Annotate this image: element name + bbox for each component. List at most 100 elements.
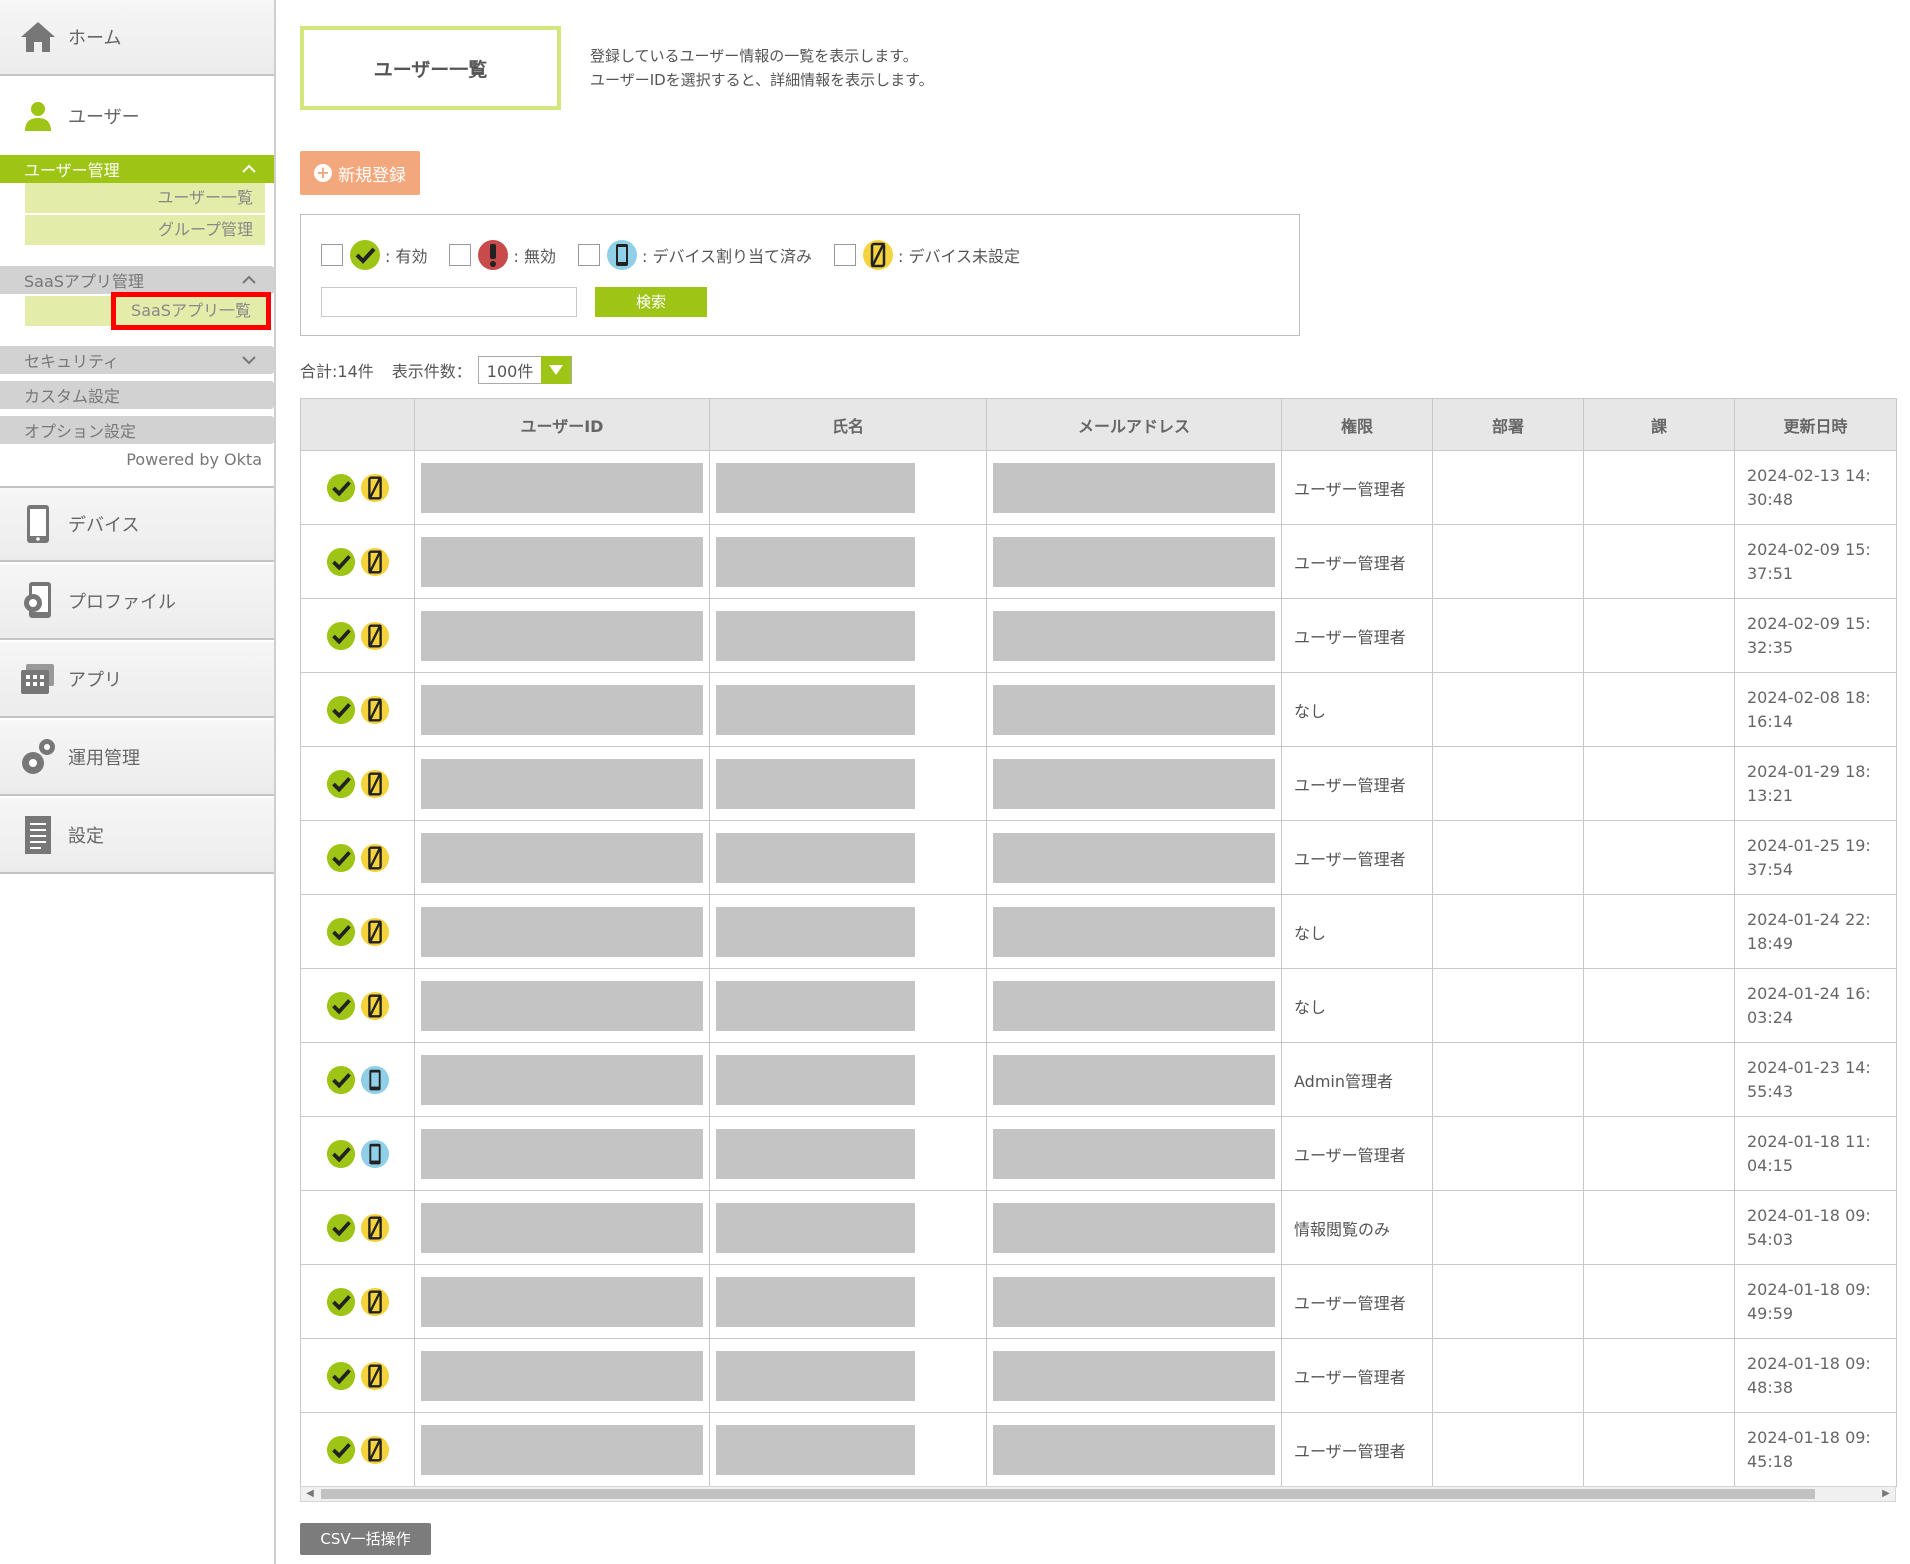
updated-at-cell: 2024-02-13 14: 30:48 bbox=[1734, 450, 1897, 525]
scroll-right-icon[interactable]: ▶ bbox=[1882, 1488, 1890, 1499]
table-row[interactable]: なし 2024-01-24 22: 18:49 bbox=[300, 894, 1897, 969]
table-row[interactable]: なし 2024-01-24 16: 03:24 bbox=[300, 968, 1897, 1043]
user-id-cell[interactable] bbox=[414, 1116, 710, 1191]
user-id-cell[interactable] bbox=[414, 450, 710, 525]
user-id-cell[interactable] bbox=[414, 524, 710, 599]
table-row[interactable]: ユーザー管理者 2024-01-18 09: 48:38 bbox=[300, 1338, 1897, 1413]
nav-operation[interactable]: 運用管理 bbox=[0, 720, 274, 796]
redacted-user-id[interactable] bbox=[421, 832, 703, 883]
table-row[interactable]: ユーザー管理者 2024-01-29 18: 13:21 bbox=[300, 746, 1897, 821]
redacted-user-id[interactable] bbox=[421, 758, 703, 809]
table-row[interactable]: ユーザー管理者 2024-01-25 19: 37:54 bbox=[300, 820, 1897, 895]
user-id-cell[interactable] bbox=[414, 1412, 710, 1487]
filter-active-checkbox[interactable] bbox=[321, 244, 343, 266]
user-id-cell[interactable] bbox=[414, 894, 710, 969]
group-option-settings[interactable]: オプション設定 bbox=[0, 416, 274, 444]
user-id-cell[interactable] bbox=[414, 1264, 710, 1339]
role-cell: 情報閲覧のみ bbox=[1281, 1190, 1433, 1265]
user-id-cell[interactable] bbox=[414, 968, 710, 1043]
redacted-user-id[interactable] bbox=[421, 1276, 703, 1327]
group-custom-settings[interactable]: カスタム設定 bbox=[0, 381, 274, 409]
redacted-email bbox=[993, 684, 1275, 735]
header-role[interactable]: 権限 bbox=[1281, 398, 1433, 451]
table-row[interactable]: なし 2024-02-08 18: 16:14 bbox=[300, 672, 1897, 747]
scrollbar-thumb[interactable] bbox=[321, 1489, 1815, 1499]
header-section[interactable]: 課 bbox=[1583, 398, 1735, 451]
redacted-user-id[interactable] bbox=[421, 610, 703, 661]
group-saas-management[interactable]: SaaSアプリ管理 bbox=[0, 266, 274, 294]
redacted-name bbox=[716, 832, 915, 883]
nav-user[interactable]: ユーザー bbox=[0, 78, 274, 154]
status-cell bbox=[300, 598, 415, 673]
nav-profile[interactable]: プロファイル bbox=[0, 564, 274, 640]
sidebar-item-user-list[interactable]: ユーザー一覧 bbox=[25, 183, 265, 213]
search-input[interactable] bbox=[321, 287, 577, 317]
check-circle-icon bbox=[326, 695, 355, 724]
updated-at-cell: 2024-01-23 14: 55:43 bbox=[1734, 1042, 1897, 1117]
department-cell bbox=[1432, 1190, 1584, 1265]
table-row[interactable]: ユーザー管理者 2024-01-18 11: 04:15 bbox=[300, 1116, 1897, 1191]
table-row[interactable]: ユーザー管理者 2024-02-09 15: 37:51 bbox=[300, 524, 1897, 599]
user-id-cell[interactable] bbox=[414, 1042, 710, 1117]
redacted-email bbox=[993, 980, 1275, 1031]
sidebar-item-group-management[interactable]: グループ管理 bbox=[25, 215, 265, 245]
user-id-cell[interactable] bbox=[414, 820, 710, 895]
user-id-cell[interactable] bbox=[414, 672, 710, 747]
scroll-left-icon[interactable]: ◀ bbox=[306, 1488, 314, 1499]
nav-settings[interactable]: 設定 bbox=[0, 798, 274, 874]
redacted-user-id[interactable] bbox=[421, 1128, 703, 1179]
role-cell: ユーザー管理者 bbox=[1281, 1412, 1433, 1487]
group-user-management[interactable]: ユーザー管理 bbox=[0, 155, 274, 183]
new-register-button[interactable]: + 新規登録 bbox=[300, 151, 420, 195]
updated-at-line1: 2024-01-18 09: bbox=[1747, 1427, 1871, 1447]
nav-operation-label: 運用管理 bbox=[68, 748, 140, 769]
department-cell bbox=[1432, 820, 1584, 895]
email-cell bbox=[986, 746, 1282, 821]
user-id-cell[interactable] bbox=[414, 746, 710, 821]
search-button[interactable]: 検索 bbox=[595, 287, 707, 317]
updated-at-cell: 2024-01-24 16: 03:24 bbox=[1734, 968, 1897, 1043]
redacted-name bbox=[716, 906, 915, 957]
status-cell bbox=[300, 450, 415, 525]
filter-device-unset-checkbox[interactable] bbox=[833, 244, 856, 266]
csv-bulk-button[interactable]: CSV一括操作 bbox=[300, 1523, 431, 1555]
redacted-user-id[interactable] bbox=[421, 1350, 703, 1401]
department-cell bbox=[1432, 672, 1584, 747]
group-security[interactable]: セキュリティ bbox=[0, 346, 274, 374]
header-email[interactable]: メールアドレス bbox=[986, 398, 1282, 451]
redacted-user-id[interactable] bbox=[421, 684, 703, 735]
redacted-user-id[interactable] bbox=[421, 906, 703, 957]
user-id-cell[interactable] bbox=[414, 1190, 710, 1265]
user-id-cell[interactable] bbox=[414, 1338, 710, 1413]
redacted-user-id[interactable] bbox=[421, 1424, 703, 1475]
redacted-user-id[interactable] bbox=[421, 980, 703, 1031]
nav-home[interactable]: ホーム bbox=[0, 0, 274, 76]
user-id-cell[interactable] bbox=[414, 598, 710, 673]
table-row[interactable]: ユーザー管理者 2024-01-18 09: 45:18 bbox=[300, 1412, 1897, 1487]
department-cell bbox=[1432, 1412, 1584, 1487]
group-saas-management-label: SaaSアプリ管理 bbox=[24, 272, 144, 291]
horizontal-scrollbar[interactable]: ◀ ▶ bbox=[300, 1486, 1896, 1502]
role-cell: ユーザー管理者 bbox=[1281, 598, 1433, 673]
header-updated-at[interactable]: 更新日時 bbox=[1734, 398, 1897, 451]
table-row[interactable]: ユーザー管理者 2024-01-18 09: 49:59 bbox=[300, 1264, 1897, 1339]
redacted-user-id[interactable] bbox=[421, 536, 703, 587]
header-department[interactable]: 部署 bbox=[1432, 398, 1584, 451]
table-row[interactable]: ユーザー管理者 2024-02-09 15: 32:35 bbox=[300, 598, 1897, 673]
header-name[interactable]: 氏名 bbox=[709, 398, 987, 451]
filter-inactive-checkbox[interactable] bbox=[449, 244, 472, 266]
table-row[interactable]: Admin管理者 2024-01-23 14: 55:43 bbox=[300, 1042, 1897, 1117]
updated-at-line1: 2024-01-25 19: bbox=[1747, 835, 1871, 855]
redacted-user-id[interactable] bbox=[421, 462, 703, 513]
check-circle-icon bbox=[326, 1065, 355, 1094]
nav-app[interactable]: アプリ bbox=[0, 642, 274, 718]
per-page-select[interactable]: 100件 bbox=[477, 356, 573, 384]
filter-device-assigned-checkbox[interactable] bbox=[577, 244, 600, 266]
sidebar-item-saas-app-list[interactable]: SaaSアプリ一覧 bbox=[111, 292, 271, 330]
header-user-id[interactable]: ユーザーID bbox=[414, 398, 710, 451]
redacted-user-id[interactable] bbox=[421, 1202, 703, 1253]
table-row[interactable]: 情報閲覧のみ 2024-01-18 09: 54:03 bbox=[300, 1190, 1897, 1265]
redacted-user-id[interactable] bbox=[421, 1054, 703, 1105]
nav-device[interactable]: デバイス bbox=[0, 486, 274, 562]
table-row[interactable]: ユーザー管理者 2024-02-13 14: 30:48 bbox=[300, 450, 1897, 525]
